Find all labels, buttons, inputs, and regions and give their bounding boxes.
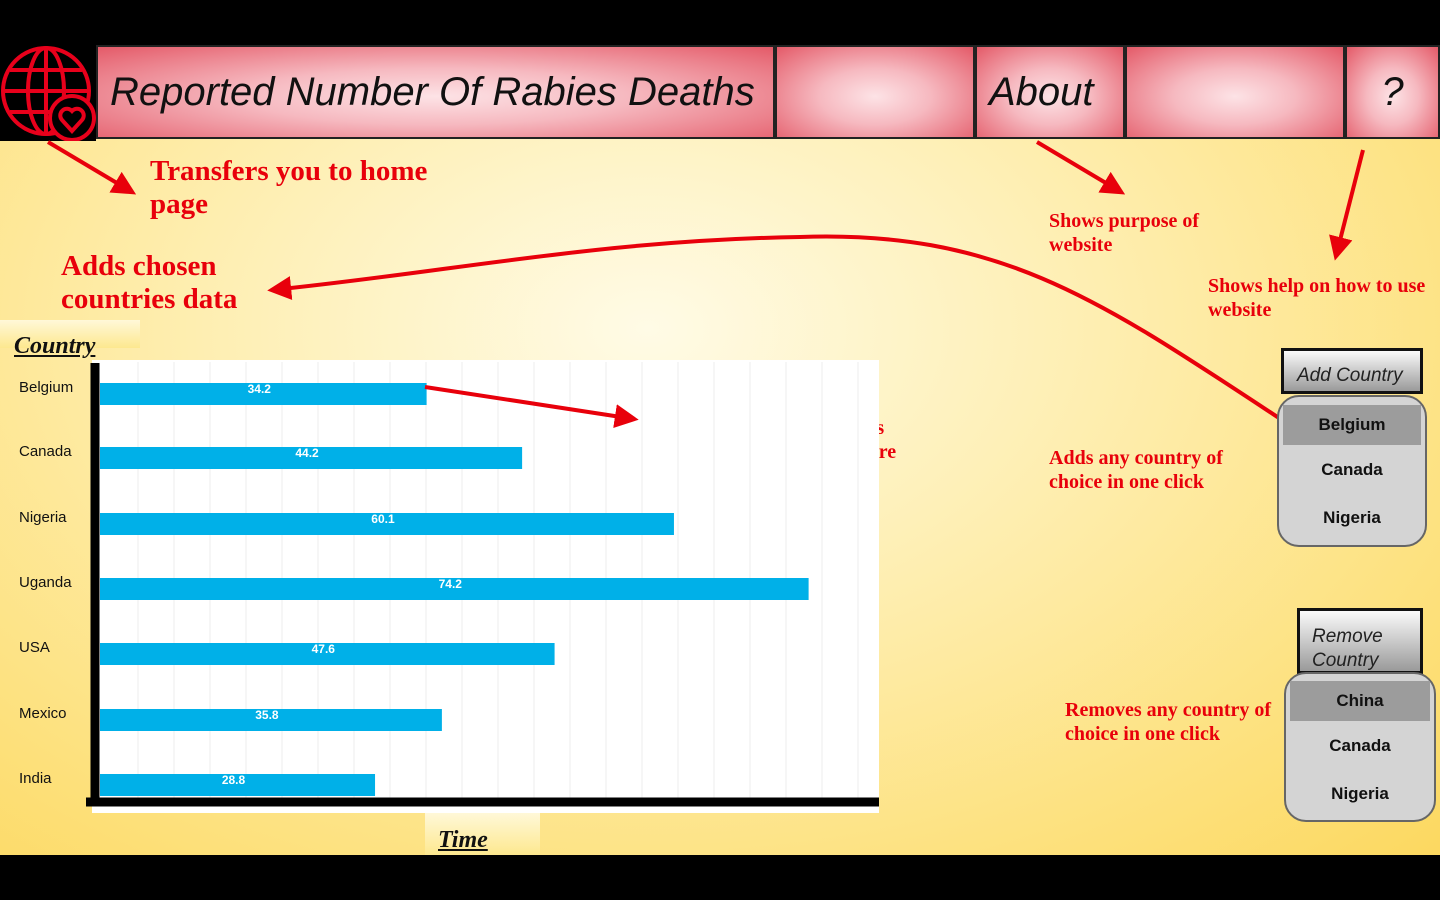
dropdown-option[interactable]: Nigeria [1323, 508, 1381, 527]
annotation: Displays data of country as well as lets… [653, 417, 897, 463]
add-country-dropdown: Belgium Canada Nigeria [1277, 395, 1427, 547]
label-backdrop [0, 320, 140, 348]
add-country-button[interactable]: Add Country [1281, 348, 1423, 394]
remove-country-dropdown: China Canada Nigeria [1284, 672, 1436, 822]
annotation: Transfers you to home page [150, 155, 428, 220]
annotation: Shows purpose of website [1049, 210, 1200, 256]
nav-empty [1125, 45, 1345, 139]
dropdown-option[interactable]: Nigeria [1331, 784, 1389, 803]
remove-country-button[interactable]: Remove Country [1297, 608, 1423, 674]
annotation: Shows help on how to use website [1208, 275, 1426, 321]
about-tab[interactable]: About [975, 45, 1125, 139]
annotation: Removes any country of choice in one cli… [1065, 699, 1272, 745]
home-logo[interactable] [0, 45, 96, 141]
dropdown-option[interactable]: Belgium [1283, 405, 1421, 445]
annotation: Adds any country of choice in one click [1049, 447, 1223, 493]
x-axis-title: Time [438, 827, 488, 853]
annotation: Adds chosen countries data [61, 250, 238, 315]
dropdown-option[interactable]: China [1290, 681, 1430, 721]
dropdown-option[interactable]: Canada [1321, 460, 1383, 479]
app-title: Reported Number Of Rabies Deaths [96, 45, 775, 139]
y-axis-title: Country [14, 333, 96, 359]
help-tab[interactable]: ? [1345, 45, 1440, 139]
label-backdrop [425, 813, 540, 855]
dropdown-option[interactable]: Canada [1329, 736, 1391, 755]
nav-empty [775, 45, 975, 139]
